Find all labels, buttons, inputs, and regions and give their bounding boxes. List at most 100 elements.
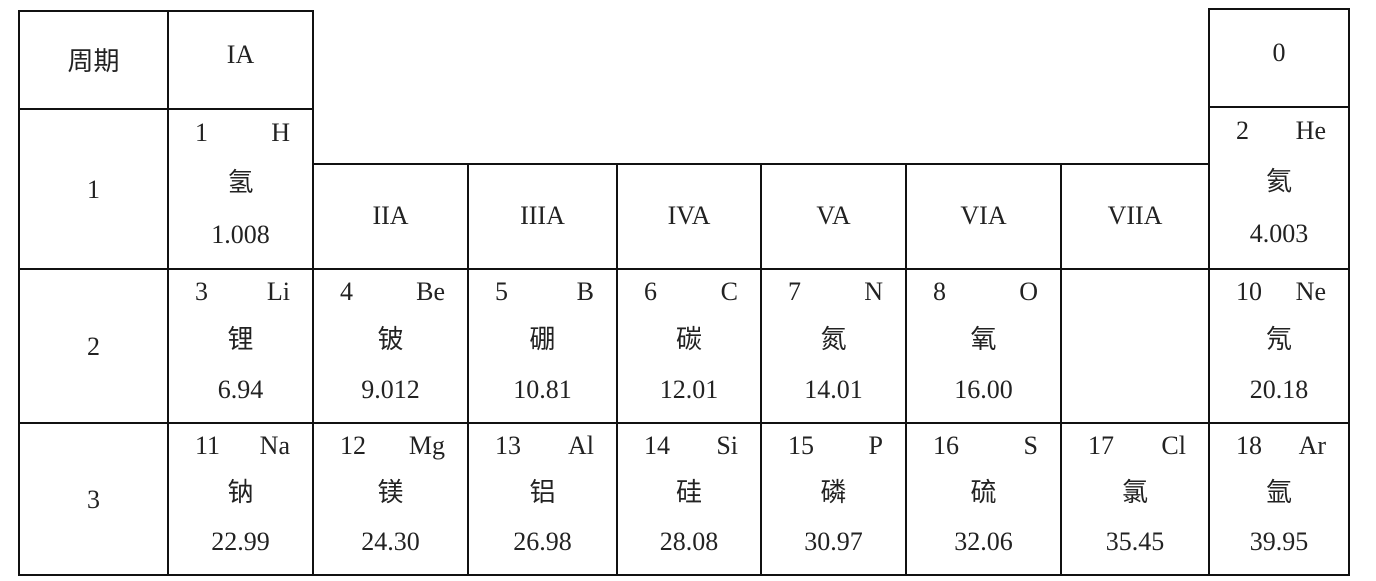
atomic-number: 17 <box>1088 430 1114 460</box>
group-label: IVA <box>667 200 711 230</box>
element-cell: 11 Na 钠 22.99 <box>167 422 314 576</box>
atomic-number: 11 <box>195 430 221 460</box>
atomic-number: 3 <box>195 277 208 306</box>
group-label: IIA <box>372 200 409 230</box>
group-header: IA <box>167 10 314 110</box>
atomic-number: 7 <box>788 277 801 306</box>
element-cell: 16 S 硫 32.06 <box>905 422 1062 576</box>
group-header: VIA <box>905 163 1062 270</box>
element-name: 氩 <box>1265 478 1292 508</box>
element-symbol: Be <box>416 277 445 306</box>
atomic-number: 18 <box>1236 430 1262 460</box>
atomic-mass: 35.45 <box>1105 527 1165 557</box>
element-name: 磷 <box>820 478 847 508</box>
element-name: 氖 <box>1265 325 1292 354</box>
element-name: 硼 <box>529 325 556 354</box>
atomic-number: 1 <box>195 117 208 147</box>
atomic-number: 15 <box>788 430 814 460</box>
period-header-label: 周期 <box>67 47 120 76</box>
element-name: 氯 <box>1121 478 1148 508</box>
atomic-mass: 22.99 <box>211 527 270 557</box>
group-label: IA <box>226 40 255 69</box>
atomic-mass: 20.18 <box>1249 375 1309 404</box>
element-symbol: N <box>864 277 883 306</box>
atomic-mass: 16.00 <box>954 375 1013 404</box>
element-cell: 2 He 氦 4.003 <box>1208 106 1350 270</box>
period-header: 周期 <box>18 10 169 110</box>
element-cell: 3 Li 锂 6.94 <box>167 268 314 424</box>
atomic-number: 6 <box>644 277 657 306</box>
group-header: 0 <box>1208 8 1350 108</box>
element-symbol: Na <box>259 430 290 460</box>
atomic-number: 5 <box>495 277 508 306</box>
element-symbol: S <box>1023 430 1038 460</box>
atomic-mass: 14.01 <box>804 375 863 404</box>
atomic-number: 14 <box>644 430 670 460</box>
period-cell: 3 <box>18 422 169 576</box>
atomic-number: 4 <box>340 277 353 306</box>
element-symbol: Li <box>266 277 290 306</box>
element-symbol: B <box>576 277 594 306</box>
element-symbol: Ar <box>1298 430 1326 460</box>
element-symbol: Mg <box>408 430 445 460</box>
element-symbol: Ne <box>1295 277 1326 306</box>
element-cell: 4 Be 铍 9.012 <box>312 268 469 424</box>
period-label: 2 <box>87 332 100 361</box>
element-cell: 13 Al 铝 26.98 <box>467 422 618 576</box>
element-name: 锂 <box>227 325 254 354</box>
atomic-number: 12 <box>340 430 366 460</box>
atomic-number: 16 <box>933 430 959 460</box>
group-header: IIA <box>312 163 469 270</box>
atomic-mass: 1.008 <box>211 219 270 249</box>
atomic-mass: 10.81 <box>513 375 572 404</box>
element-name: 铝 <box>529 478 556 508</box>
element-cell: 12 Mg 镁 24.30 <box>312 422 469 576</box>
period-label: 3 <box>87 485 100 514</box>
element-cell: 10 Ne 氖 20.18 <box>1208 268 1350 424</box>
element-name: 铍 <box>377 325 404 354</box>
empty-cell <box>1060 268 1210 424</box>
element-cell: 6 C 碳 12.01 <box>616 268 762 424</box>
atomic-number: 10 <box>1236 277 1262 306</box>
atomic-mass: 30.97 <box>804 527 863 557</box>
element-name: 硅 <box>675 478 702 508</box>
group-label: IIIA <box>520 200 565 230</box>
atomic-number: 13 <box>495 430 521 460</box>
atomic-mass: 39.95 <box>1249 527 1309 557</box>
atomic-mass: 9.012 <box>361 375 420 404</box>
atomic-number: 2 <box>1236 116 1249 146</box>
element-cell: 18 Ar 氩 39.95 <box>1208 422 1350 576</box>
atomic-mass: 26.98 <box>513 527 572 557</box>
atomic-mass: 6.94 <box>217 375 264 404</box>
atomic-mass: 12.01 <box>659 375 719 404</box>
element-cell: 5 B 硼 10.81 <box>467 268 618 424</box>
element-name: 镁 <box>377 478 404 508</box>
element-name: 氧 <box>970 325 997 354</box>
group-header: VA <box>760 163 907 270</box>
element-name: 钠 <box>227 478 254 508</box>
element-cell: 15 P 磷 30.97 <box>760 422 907 576</box>
element-name: 氢 <box>227 167 254 197</box>
element-symbol: He <box>1295 116 1326 146</box>
group-header: IIIA <box>467 163 618 270</box>
atomic-number: 8 <box>933 277 946 306</box>
group-label: 0 <box>1272 38 1286 67</box>
element-name: 硫 <box>970 478 997 508</box>
element-symbol: O <box>1019 277 1038 306</box>
element-cell: 14 Si 硅 28.08 <box>616 422 762 576</box>
element-symbol: Cl <box>1161 430 1186 460</box>
atomic-mass: 24.30 <box>361 527 420 557</box>
group-header: IVA <box>616 163 762 270</box>
element-cell: 1 H 氢 1.008 <box>167 108 314 270</box>
element-name: 碳 <box>675 325 702 354</box>
group-header: VIIA <box>1060 163 1210 270</box>
atomic-mass: 4.003 <box>1249 219 1309 249</box>
atomic-mass: 32.06 <box>954 527 1013 557</box>
element-cell: 8 O 氧 16.00 <box>905 268 1062 424</box>
element-cell: 17 Cl 氯 35.45 <box>1060 422 1210 576</box>
group-label: VA <box>816 200 851 230</box>
element-name: 氮 <box>820 325 847 354</box>
group-label: VIIA <box>1107 200 1163 230</box>
atomic-mass: 28.08 <box>659 527 719 557</box>
